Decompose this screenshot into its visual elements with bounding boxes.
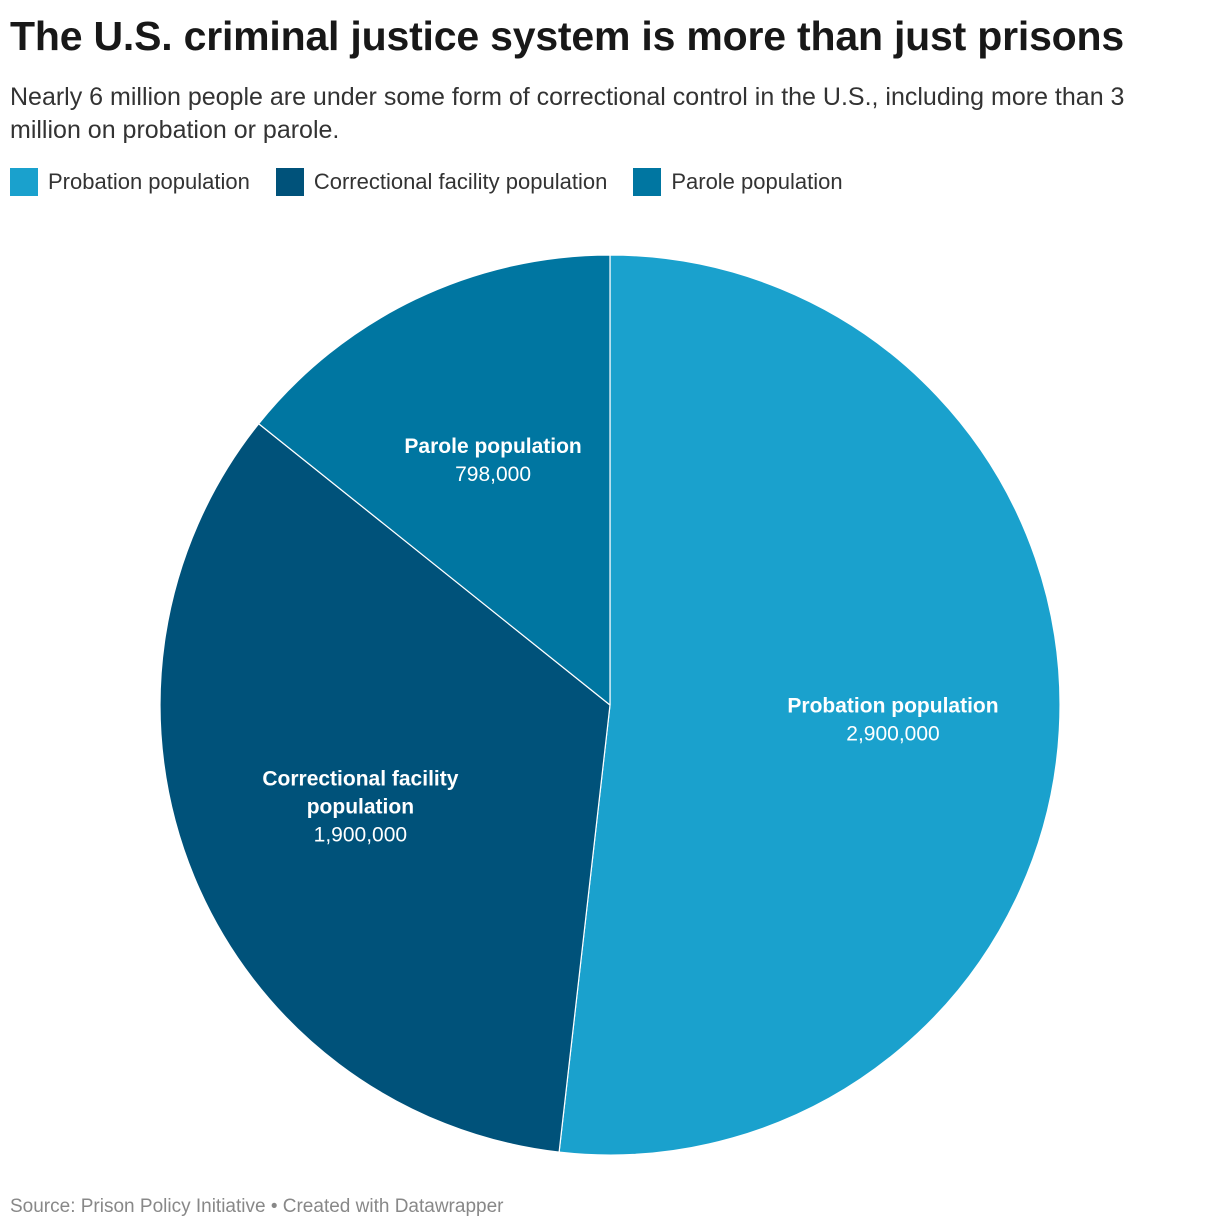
legend-item-probation: Probation population (10, 168, 250, 196)
legend-label-parole: Parole population (671, 169, 843, 194)
pie-slices (159, 254, 1061, 1156)
pie-slice-parole-population (258, 254, 611, 706)
slice-name-label-parole-population: Parole population (404, 435, 581, 458)
slice-value-label-probation-population: 2,900,000 (846, 723, 939, 746)
legend-label-probation: Probation population (48, 169, 250, 194)
legend-item-parole: Parole population (633, 168, 843, 196)
legend-swatch-probation (10, 168, 38, 196)
pie-labels: Probation population 2,900,000 Correctiona… (262, 435, 998, 846)
legend-swatch-parole (633, 168, 662, 196)
pie-slice-correctional-facility-population (159, 423, 611, 1153)
chart-title: The U.S. criminal justice system is more… (10, 13, 1124, 59)
legend-label-correctional: Correctional facility population (313, 169, 608, 194)
chart-source: Source: Prison Policy Initiative • Creat… (10, 1196, 504, 1217)
slice-value-label-parole-population: 798,000 (455, 463, 531, 486)
slice-name-label-probation-population: Probation population (787, 695, 998, 718)
pie-slice-probation-population (558, 254, 1061, 1156)
slice-name-label-correctional-facility-population: population (307, 795, 414, 818)
legend-swatch-correctional (275, 168, 304, 196)
chart-legend: Probation population Correctional facili… (10, 166, 869, 198)
chart-subtitle: Nearly 6 million people are under some f… (10, 83, 1125, 144)
slice-name-label-correctional-facility-population: Correctional facility (262, 767, 458, 790)
slice-value-label-correctional-facility-population: 1,900,000 (314, 823, 407, 846)
legend-item-correctional: Correctional facility population (275, 168, 608, 196)
